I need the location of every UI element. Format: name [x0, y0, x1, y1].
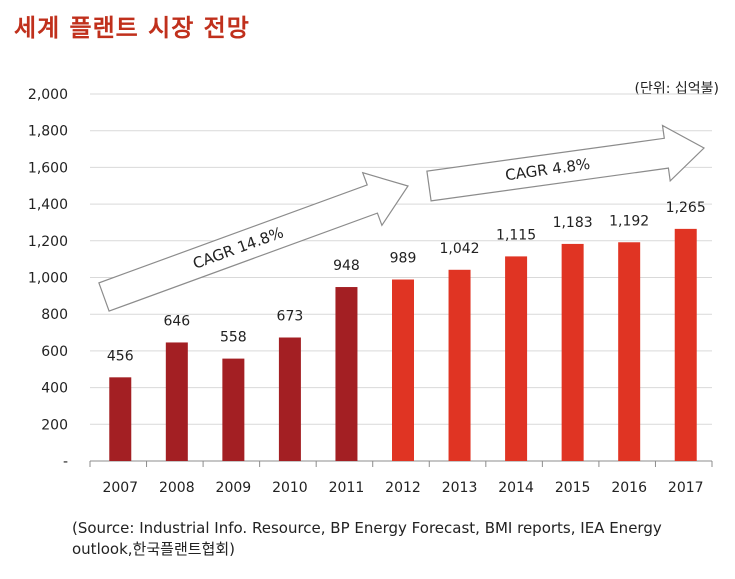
- bar-2009: [222, 358, 245, 461]
- x-tick-label: 2008: [159, 480, 195, 496]
- bar-2007: [109, 377, 132, 461]
- bar-2010: [278, 337, 301, 461]
- bar-value-label: 989: [390, 251, 417, 267]
- bar-2017: [674, 228, 697, 461]
- x-tick-label: 2017: [668, 480, 704, 496]
- y-tick-label: 400: [41, 381, 68, 397]
- cagr-arrow-2012-2017: [426, 124, 706, 202]
- y-tick-label: 200: [41, 417, 68, 433]
- bar-value-label: 646: [163, 313, 190, 329]
- y-tick-label: 1,400: [28, 197, 68, 213]
- y-tick-label: 2,000: [28, 87, 68, 103]
- page-title: 세계 플랜트 시장 전망: [14, 14, 250, 42]
- x-tick-label: 2010: [272, 480, 308, 496]
- y-tick-label: 1,200: [28, 234, 68, 250]
- bar-value-label: 1,115: [496, 227, 536, 243]
- bar-value-label: 1,183: [553, 215, 593, 231]
- x-tick-label: 2016: [611, 480, 647, 496]
- bar-2014: [505, 256, 528, 461]
- x-tick-label: 2013: [442, 480, 478, 496]
- bar-value-label: 1,192: [609, 213, 649, 229]
- y-tick-label: 1,800: [28, 124, 68, 140]
- y-tick-label: 1,000: [28, 271, 68, 287]
- unit-label: (단위: 십억불): [634, 81, 720, 97]
- bar-2013: [448, 269, 471, 461]
- bar-2015: [561, 243, 584, 461]
- bar-value-label: 948: [333, 258, 360, 274]
- bar-value-label: 456: [107, 348, 134, 364]
- cagr-arrow-2007-2011: [98, 171, 409, 312]
- y-tick-label: 800: [41, 307, 68, 323]
- bar-2012: [392, 279, 414, 461]
- x-tick-label: 2015: [555, 480, 591, 496]
- y-tick-label: 600: [41, 344, 68, 360]
- y-tick-label: 1,600: [28, 160, 68, 176]
- bar-2008: [165, 342, 188, 461]
- source-note: (Source: Industrial Info. Resource, BP E…: [72, 519, 662, 558]
- bar-value-label: 558: [220, 330, 247, 346]
- bar-value-label: 1,042: [439, 241, 479, 257]
- bar-value-label: 1,265: [666, 200, 706, 216]
- bar-2016: [618, 242, 641, 461]
- x-tick-label: 2012: [385, 480, 421, 496]
- x-tick-label: 2007: [102, 480, 138, 496]
- x-tick-label: 2009: [216, 480, 252, 496]
- bar-2011: [335, 287, 358, 461]
- bar-value-label: 673: [277, 309, 304, 325]
- y-tick-label: -: [63, 454, 68, 470]
- x-tick-label: 2014: [498, 480, 534, 496]
- x-tick-label: 2011: [329, 480, 365, 496]
